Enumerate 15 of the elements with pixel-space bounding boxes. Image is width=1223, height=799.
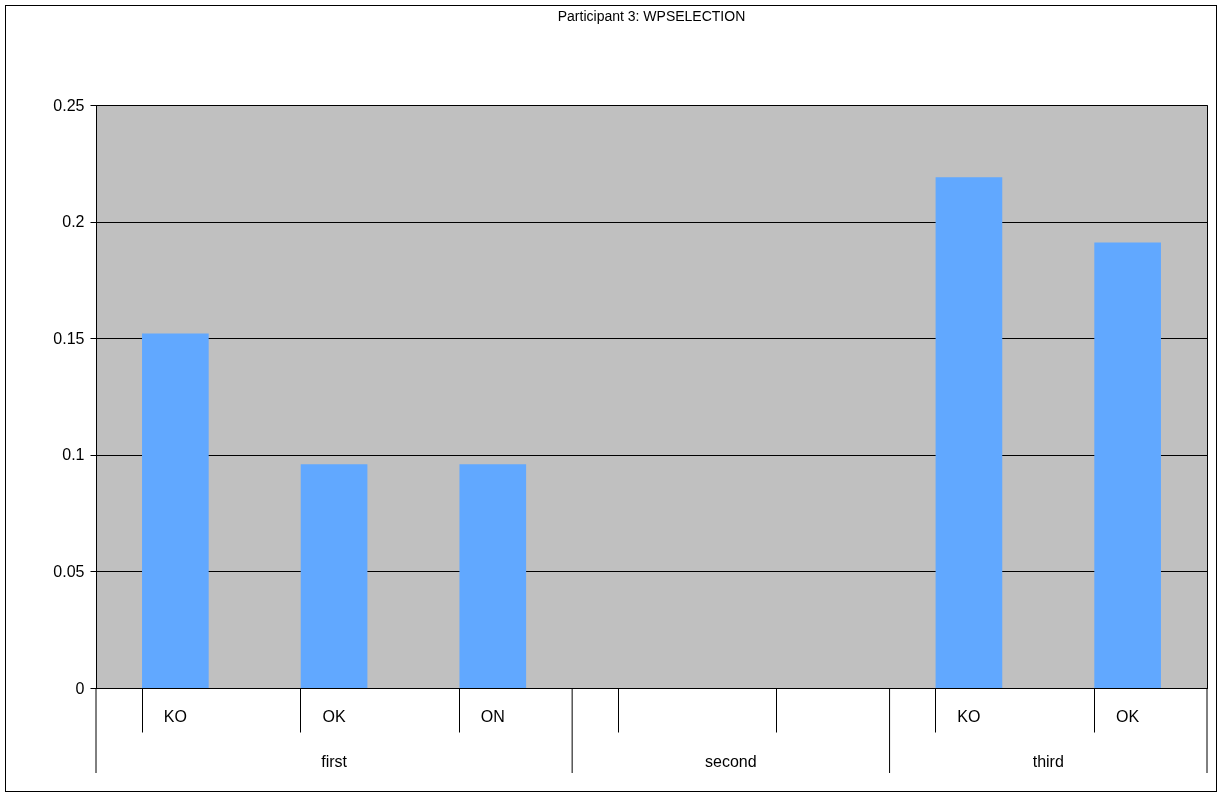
y-tick-label: 0.2 (62, 213, 85, 231)
x-tick-label: KO (957, 707, 981, 725)
y-tick-label: 0.1 (62, 446, 85, 464)
text: third (1032, 753, 1064, 770)
x-tick-label: ON (480, 707, 505, 725)
y-tick-label: 0.15 (53, 329, 85, 347)
text: first (321, 753, 348, 770)
x-tick-label: OK (1116, 707, 1140, 725)
x-tick-label: KO (163, 707, 187, 725)
y-tick-label: 0.05 (53, 562, 85, 580)
text: second (705, 753, 757, 770)
y-tick-label: 0.25 (53, 96, 85, 114)
chart-title: Participant 3: WPSELECTION (557, 8, 746, 24)
x-tick-label: OK (322, 707, 346, 725)
y-tick-label: 0 (75, 679, 85, 697)
